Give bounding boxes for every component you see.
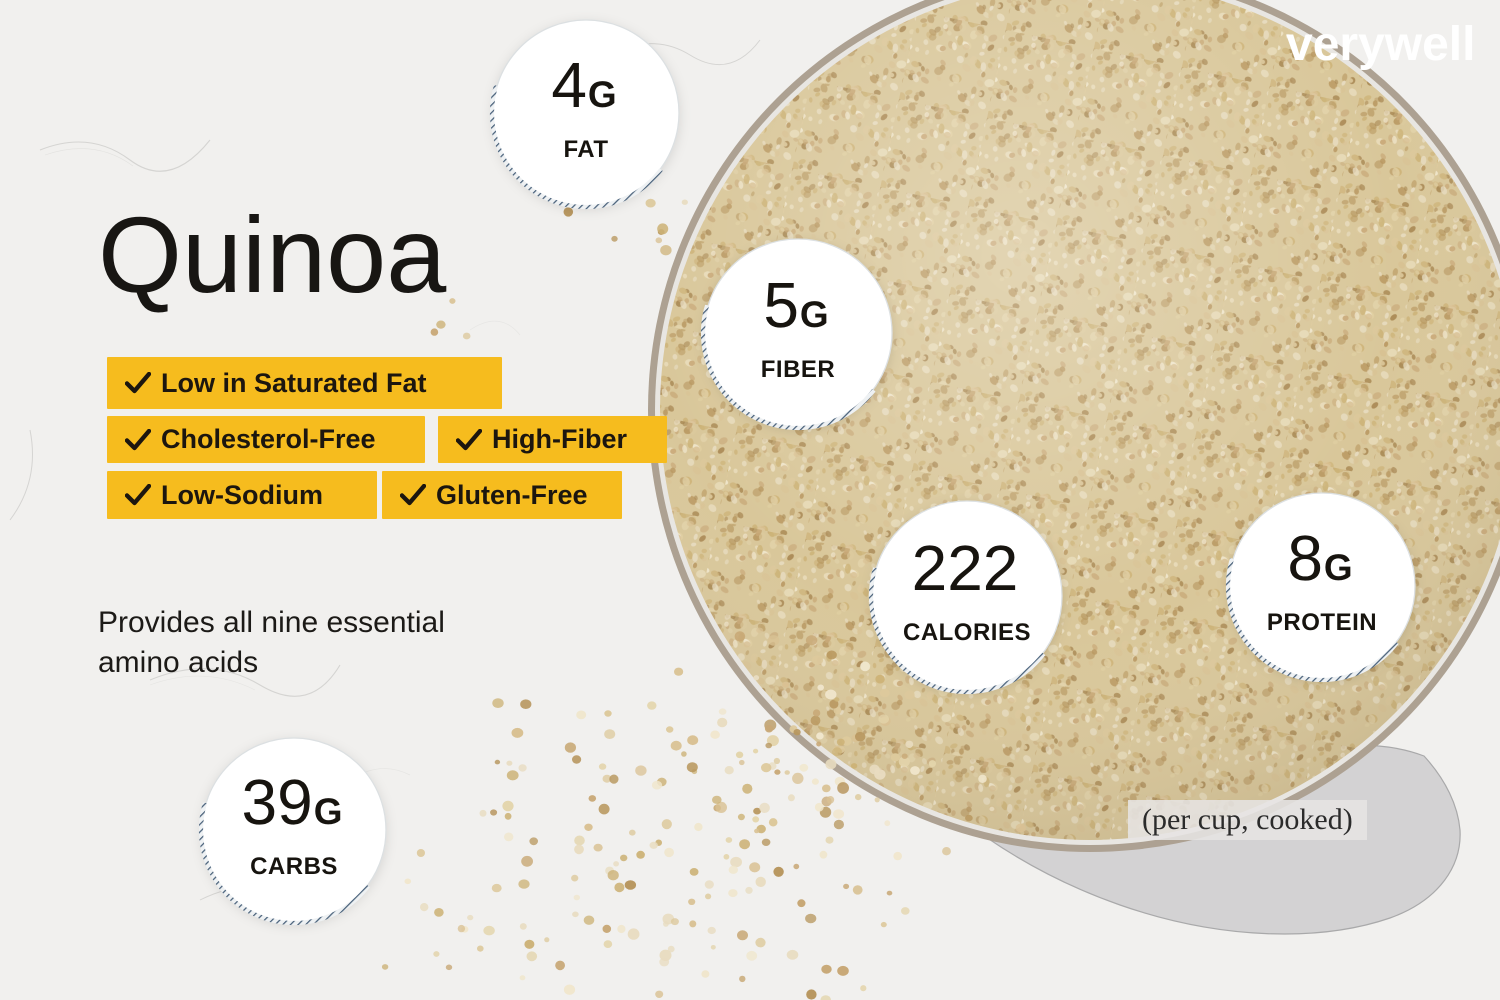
svg-text:FIBER: FIBER	[761, 356, 836, 383]
svg-text:CARBS: CARBS	[250, 853, 338, 880]
svg-text:FAT: FAT	[563, 136, 608, 163]
svg-text:PROTEIN: PROTEIN	[1267, 609, 1377, 636]
svg-text:CALORIES: CALORIES	[903, 619, 1031, 646]
svg-text:222: 222	[912, 532, 1019, 604]
